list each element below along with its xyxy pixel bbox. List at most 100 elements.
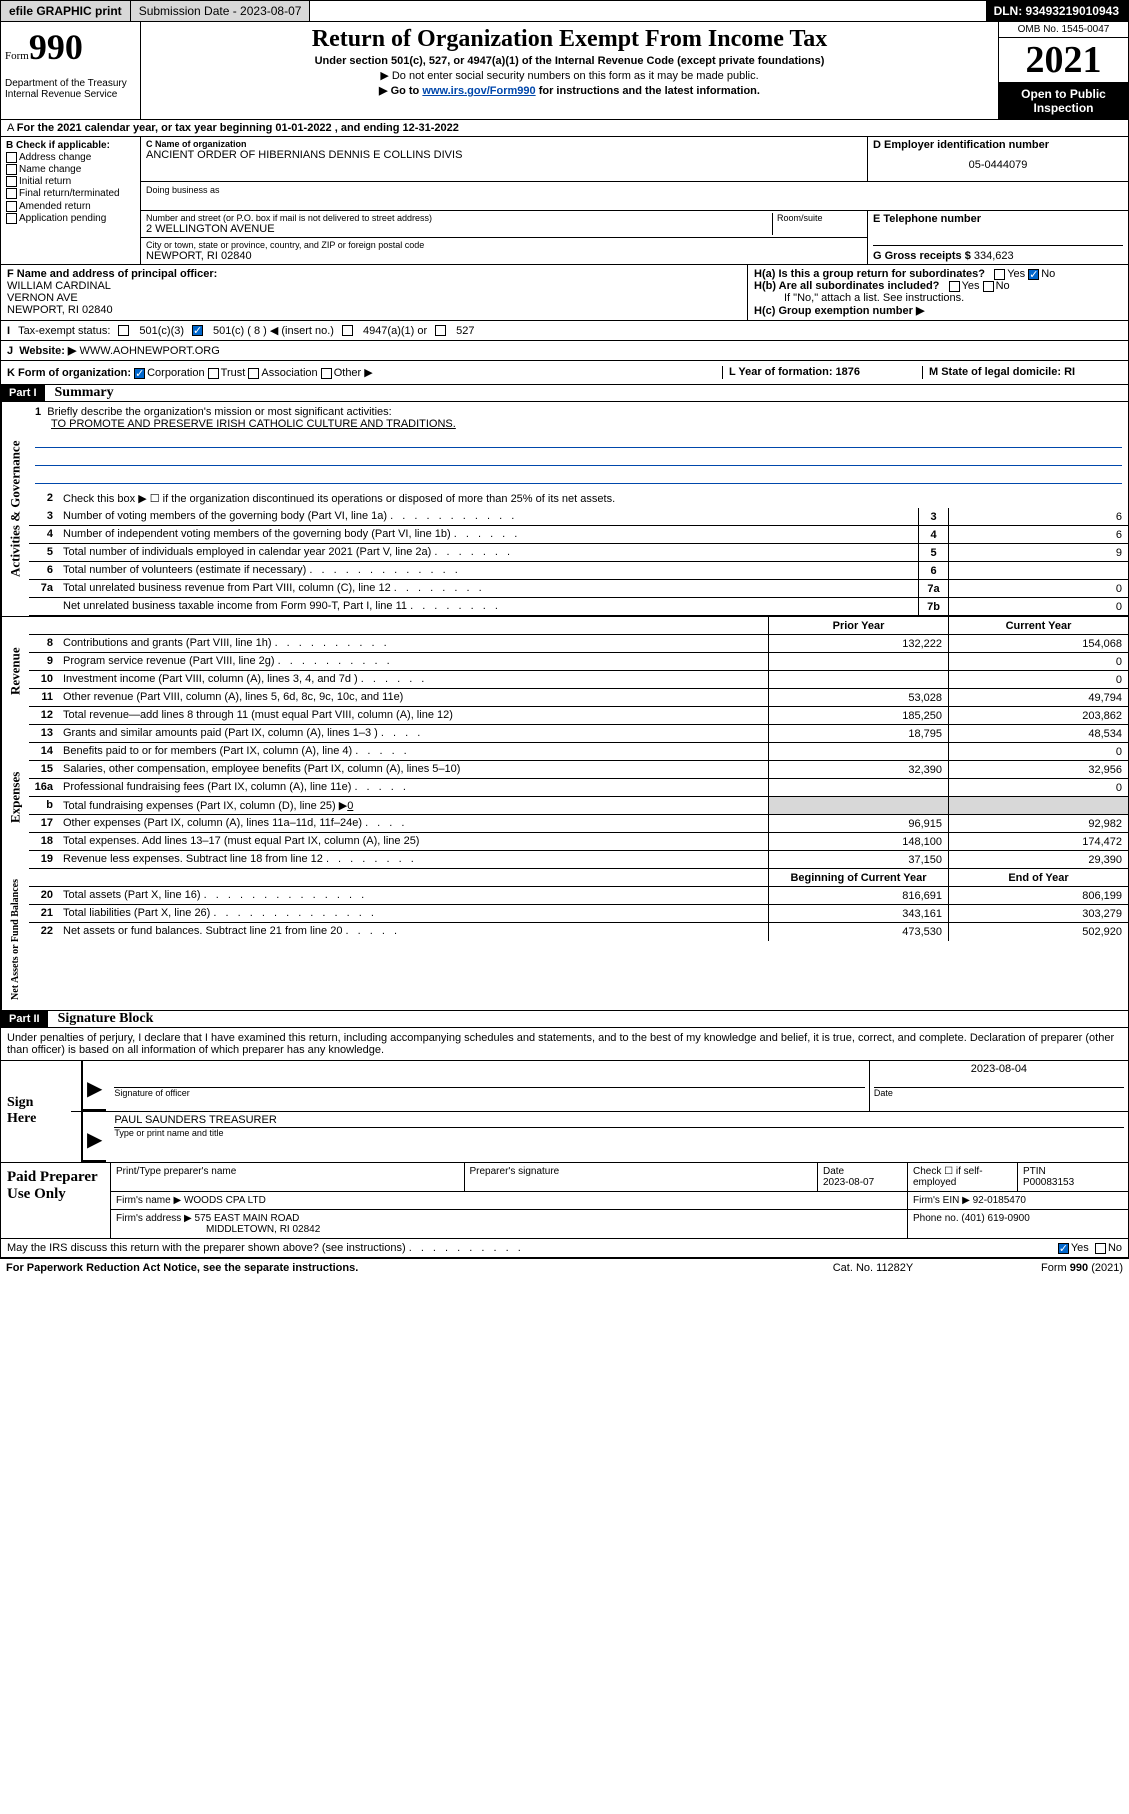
- dba-label: Doing business as: [146, 185, 1123, 195]
- line13: Grants and similar amounts paid (Part IX…: [63, 727, 378, 739]
- cb-final-return[interactable]: Final return/terminated: [6, 188, 135, 199]
- phone-label: E Telephone number: [873, 213, 1123, 225]
- c22: 502,920: [948, 923, 1128, 941]
- part1-label: Part I: [1, 385, 45, 401]
- row-fgh: F Name and address of principal officer:…: [0, 265, 1129, 321]
- c12: 203,862: [948, 707, 1128, 724]
- arrow-icon: ▶: [81, 1061, 106, 1111]
- mission-text: TO PROMOTE AND PRESERVE IRISH CATHOLIC C…: [35, 418, 456, 430]
- p12: 185,250: [768, 707, 948, 724]
- hdr-current: Current Year: [948, 617, 1128, 634]
- cb-527[interactable]: [435, 325, 446, 336]
- p16b: [768, 797, 948, 814]
- form-org-label: K Form of organization:: [7, 367, 131, 379]
- line4: Number of independent voting members of …: [63, 528, 451, 540]
- part1-header: Part I Summary: [0, 385, 1129, 402]
- line7a: Total unrelated business revenue from Pa…: [63, 582, 391, 594]
- irs-link[interactable]: www.irs.gov/Form990: [422, 85, 535, 97]
- preparer-block: Paid Preparer Use Only Print/Type prepar…: [0, 1163, 1129, 1239]
- cb-assoc[interactable]: [248, 368, 259, 379]
- city-label: City or town, state or province, country…: [146, 240, 862, 250]
- sig-name-label: Type or print name and title: [114, 1128, 1124, 1138]
- line10: Investment income (Part VIII, column (A)…: [63, 673, 358, 685]
- ein-value2: 92-0185470: [973, 1195, 1026, 1206]
- footer-bottom: For Paperwork Reduction Act Notice, see …: [0, 1258, 1129, 1277]
- state-domicile: M State of legal domicile: RI: [929, 366, 1075, 378]
- side-netassets: Net Assets or Fund Balances: [1, 869, 29, 1010]
- p13: 18,795: [768, 725, 948, 742]
- c10: 0: [948, 671, 1128, 688]
- cb-discuss-yes[interactable]: [1058, 1243, 1069, 1254]
- activities-governance: Activities & Governance 1 Briefly descri…: [0, 402, 1129, 616]
- note-link: ▶ Go to www.irs.gov/Form990 for instruct…: [145, 84, 994, 97]
- val7a: 0: [948, 580, 1128, 597]
- phone-label2: Phone no.: [913, 1213, 959, 1224]
- cb-pending[interactable]: Application pending: [6, 213, 135, 224]
- submission-date: Submission Date - 2023-08-07: [131, 1, 311, 21]
- line6: Total number of volunteers (estimate if …: [63, 564, 306, 576]
- line14: Benefits paid to or for members (Part IX…: [63, 745, 352, 757]
- note-post: for instructions and the latest informat…: [536, 85, 760, 97]
- line3: Number of voting members of the governin…: [63, 510, 387, 522]
- footer-discuss: May the IRS discuss this return with the…: [0, 1239, 1129, 1258]
- cb-other[interactable]: [321, 368, 332, 379]
- period-text: For the 2021 calendar year, or tax year …: [17, 122, 459, 134]
- row-i: ITax-exempt status: 501(c)(3) 501(c) ( 8…: [0, 321, 1129, 341]
- row-a-period: A For the 2021 calendar year, or tax yea…: [0, 120, 1129, 137]
- box-b: B Check if applicable: Address change Na…: [1, 137, 141, 264]
- perjury-declaration: Under penalties of perjury, I declare th…: [0, 1028, 1129, 1061]
- ein-label: D Employer identification number: [873, 139, 1123, 151]
- firm-addr: 575 EAST MAIN ROAD: [195, 1213, 300, 1224]
- sign-here-block: Sign Here ▶ Signature of officer 2023-08…: [0, 1061, 1129, 1163]
- part1-title: Summary: [45, 385, 114, 401]
- ptin-label: PTIN: [1023, 1166, 1046, 1177]
- cb-name-change[interactable]: Name change: [6, 164, 135, 175]
- department: Department of the Treasury Internal Reve…: [5, 78, 136, 100]
- c11: 49,794: [948, 689, 1128, 706]
- line9: Program service revenue (Part VIII, line…: [63, 655, 275, 667]
- val4: 6: [948, 526, 1128, 543]
- efile-label[interactable]: efile GRAPHIC print: [1, 1, 131, 21]
- cb-4947[interactable]: [342, 325, 353, 336]
- line8: Contributions and grants (Part VIII, lin…: [63, 637, 272, 649]
- cb-initial-return[interactable]: Initial return: [6, 176, 135, 187]
- cb-trust[interactable]: [208, 368, 219, 379]
- side-governance: Activities & Governance: [1, 402, 29, 616]
- prep-date-label: Date: [823, 1166, 844, 1177]
- cb-501c3[interactable]: [118, 325, 129, 336]
- c13: 48,534: [948, 725, 1128, 742]
- sig-date-value: 2023-08-04: [874, 1063, 1124, 1088]
- ptin-value: P00083153: [1023, 1177, 1074, 1188]
- cb-discuss-no[interactable]: [1095, 1243, 1106, 1254]
- c18: 174,472: [948, 833, 1128, 850]
- website-label: Website: ▶: [19, 345, 76, 357]
- cat-no: Cat. No. 11282Y: [773, 1262, 973, 1274]
- c16a: 0: [948, 779, 1128, 796]
- netassets-section: Net Assets or Fund Balances Beginning of…: [0, 869, 1129, 1011]
- firm-label: Firm's name ▶: [116, 1195, 181, 1206]
- preparer-label: Paid Preparer Use Only: [1, 1163, 111, 1238]
- discuss-question: May the IRS discuss this return with the…: [7, 1242, 406, 1254]
- p9: [768, 653, 948, 670]
- street-label: Number and street (or P.O. box if mail i…: [146, 213, 772, 223]
- side-expenses: Expenses: [1, 725, 29, 869]
- dln: DLN: 93493219010943: [986, 1, 1128, 21]
- prep-sig-label: Preparer's signature: [465, 1163, 819, 1191]
- cb-amended[interactable]: Amended return: [6, 201, 135, 212]
- note-ssn: ▶ Do not enter social security numbers o…: [145, 69, 994, 82]
- form-label: Form: [5, 50, 29, 62]
- p22: 473,530: [768, 923, 948, 941]
- line15: Salaries, other compensation, employee b…: [63, 763, 460, 775]
- cb-address-change[interactable]: Address change: [6, 152, 135, 163]
- form-footer: Form 990 (2021): [1041, 1262, 1123, 1274]
- cb-501c[interactable]: [192, 325, 203, 336]
- h-c: H(c) Group exemption number ▶: [754, 304, 1122, 317]
- line11: Other revenue (Part VIII, column (A), li…: [63, 691, 403, 703]
- sig-officer-label: Signature of officer: [114, 1088, 864, 1098]
- omb-number: OMB No. 1545-0047: [999, 22, 1128, 38]
- line16a: Professional fundraising fees (Part IX, …: [63, 781, 351, 793]
- cb-corp[interactable]: [134, 368, 145, 379]
- year-formation: L Year of formation: 1876: [729, 366, 860, 378]
- line16b: Total fundraising expenses (Part IX, col…: [63, 800, 347, 812]
- org-name-label: C Name of organization: [146, 139, 862, 149]
